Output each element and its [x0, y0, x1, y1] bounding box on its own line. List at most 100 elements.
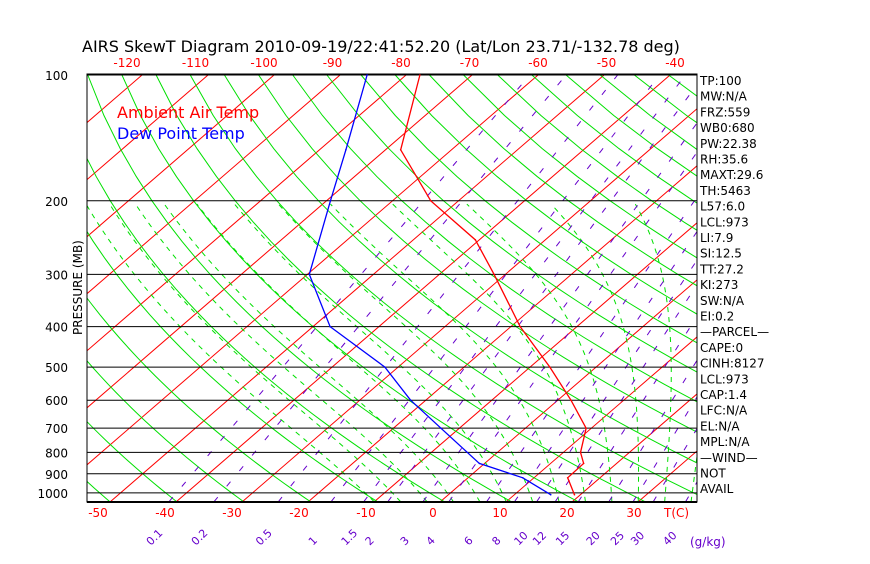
top-temp-tick-label: -50 — [597, 56, 617, 70]
mixing-ratio-line — [554, 283, 697, 502]
legend-ambient-air-temp: Ambient Air Temp — [117, 103, 259, 122]
sounding-index-label: TP:100 — [699, 74, 742, 88]
mixing-ratio-label: 3 — [398, 534, 412, 548]
isotherm-line — [0, 75, 10, 502]
legend-dew-point-temp: Dew Point Temp — [117, 124, 245, 143]
sounding-index-label: MPL:N/A — [700, 435, 750, 449]
dew-point-temp-point — [345, 148, 347, 151]
dew-point-temp-point — [440, 427, 442, 429]
isotherm-line — [87, 74, 275, 238]
mixing-ratio-line — [608, 359, 697, 502]
dry-adiabat-line — [326, 74, 697, 373]
x-axis-unit-label: T(C) — [663, 506, 689, 520]
sounding-index-label: LFC:N/A — [700, 404, 748, 418]
dry-adiabat-line — [87, 421, 178, 502]
dry-adiabat-line — [87, 157, 445, 502]
ambient-air-temp-point — [570, 399, 572, 402]
dew-point-temp-line — [308, 74, 552, 496]
isotherm-line — [87, 74, 341, 295]
bottom-temp-tick-label: -30 — [222, 506, 242, 520]
sounding-index-label: LI:7.9 — [700, 231, 733, 245]
mixing-ratio-unit-label: (g/kg) — [690, 535, 726, 549]
isotherm-line — [439, 279, 697, 502]
mixing-ratio-line — [577, 315, 697, 502]
ambient-air-temp-point — [474, 239, 477, 241]
moist-adiabat-line — [163, 203, 454, 502]
dry-adiabat-line — [771, 75, 870, 502]
pressure-tick-label: 1000 — [37, 487, 68, 501]
bottom-temp-tick-label: 20 — [559, 506, 574, 520]
dry-adiabat-line — [360, 74, 697, 344]
mixing-ratio-line — [387, 83, 697, 502]
sounding-index-label: CAPE:0 — [700, 341, 743, 355]
sounding-index-label: TH:5463 — [699, 184, 751, 198]
dew-point-temp-point — [549, 493, 552, 496]
pressure-tick-label: 200 — [45, 195, 68, 209]
dry-adiabat-line — [394, 74, 697, 315]
dry-adiabat-line — [668, 74, 697, 97]
moist-adiabat-line — [634, 203, 672, 502]
ambient-air-temp-point — [573, 493, 576, 496]
pressure-tick-label: 400 — [45, 321, 68, 335]
pressure-tick-label: 900 — [45, 468, 68, 482]
pressure-tick-label: 800 — [45, 446, 68, 460]
sounding-index-label: FRZ:559 — [700, 105, 750, 119]
dry-adiabat-line — [737, 75, 870, 502]
sounding-index-label: MAXT:29.6 — [700, 168, 763, 182]
mixing-ratio-line — [213, 74, 567, 502]
dry-adiabat-line — [258, 74, 697, 433]
isotherm-line — [770, 75, 870, 502]
mixing-ratio-label: 0.5 — [253, 527, 275, 549]
bottom-temp-tick-label: -20 — [289, 506, 309, 520]
top-temp-tick-label: -110 — [182, 56, 209, 70]
ambient-air-temp-point — [585, 427, 587, 429]
dry-adiabat-line — [155, 74, 646, 502]
mixing-ratio-line — [448, 151, 697, 502]
mixing-ratio-line — [168, 74, 531, 502]
dry-adiabat-line — [87, 74, 512, 502]
isotherm-line — [109, 74, 605, 502]
dew-point-temp-point — [384, 366, 386, 368]
isotherm-line — [241, 108, 697, 502]
mixing-ratio-label: 2 — [363, 534, 377, 548]
ambient-air-temp-point — [549, 366, 551, 368]
ambient-air-temp-point — [566, 476, 569, 479]
mixing-ratio-label: 20 — [584, 529, 603, 548]
sounding-index-label: SI:12.5 — [700, 247, 742, 261]
isotherm-line — [87, 74, 209, 181]
ambient-air-temp-point — [582, 462, 585, 465]
mixing-ratio-line — [652, 427, 697, 502]
isotherm-line — [505, 336, 697, 502]
top-temp-tick-label: -100 — [250, 56, 277, 70]
mixing-ratio-label: 6 — [462, 534, 476, 548]
ambient-air-temp-point — [399, 148, 402, 151]
sounding-index-label: TT:27.2 — [699, 262, 744, 276]
bottom-temp-tick-label: 30 — [626, 506, 641, 520]
sounding-index-label: MW:N/A — [700, 90, 748, 104]
dry-adiabat-line — [189, 74, 697, 496]
pressure-tick-label: 100 — [45, 69, 68, 83]
dry-adiabat-line — [839, 75, 870, 502]
sounding-index-label: RH:35.6 — [700, 153, 748, 167]
top-temp-tick-label: -70 — [460, 56, 480, 70]
dry-adiabat-line — [0, 75, 43, 502]
moist-adiabat-line — [550, 203, 640, 502]
sounding-index-label: KI:273 — [700, 278, 738, 292]
bottom-temp-tick-label: 10 — [492, 506, 507, 520]
dry-adiabat-line — [292, 74, 697, 403]
bottom-temp-tick-label: -40 — [155, 506, 175, 520]
moist-adiabat-line — [466, 203, 613, 502]
dew-point-temp-point — [478, 462, 481, 465]
moist-adiabat-line — [234, 203, 507, 502]
pressure-tick-label: 500 — [45, 361, 68, 375]
dry-adiabat-line — [805, 75, 870, 502]
mixing-ratio-label: 0.2 — [189, 527, 211, 549]
dew-point-temp-point — [329, 325, 331, 328]
isotherm-line — [87, 74, 407, 352]
sounding-index-label: NOT — [700, 467, 726, 481]
dew-point-temp-point — [521, 476, 524, 479]
bottom-temp-tick-label: -10 — [356, 506, 376, 520]
isotherm-line — [307, 165, 697, 502]
mixing-ratio-line — [363, 74, 686, 502]
